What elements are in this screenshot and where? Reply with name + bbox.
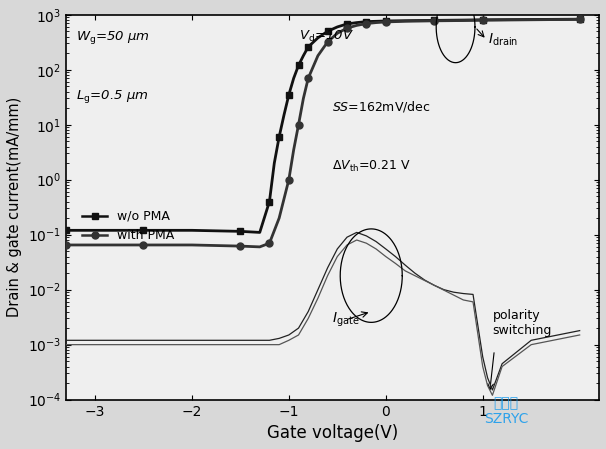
with PMA [266,241,273,246]
w/o PMA [315,35,322,40]
Line: w/o PMA: w/o PMA [62,16,583,236]
w/o PMA [92,228,99,233]
Line: with PMA: with PMA [62,16,583,251]
with PMA [382,19,390,25]
with PMA [62,242,70,248]
w/o PMA [479,17,487,22]
w/o PMA [300,53,307,58]
w/o PMA [295,63,302,68]
with PMA [276,216,283,221]
with PMA [324,39,331,44]
with PMA [285,177,293,182]
Text: $I_\mathrm{gate}$: $I_\mathrm{gate}$ [333,311,360,329]
with PMA [479,18,487,23]
w/o PMA [188,228,196,233]
w/o PMA [402,18,409,23]
Text: $W_\mathrm{g}$=50 μm: $W_\mathrm{g}$=50 μm [76,29,150,46]
with PMA [256,244,264,250]
with PMA [402,18,409,24]
w/o PMA [363,19,370,24]
w/o PMA [373,18,380,24]
with PMA [363,21,370,26]
Text: $\Delta V_\mathrm{th}$=0.21 V: $\Delta V_\mathrm{th}$=0.21 V [333,159,411,174]
with PMA [528,17,535,22]
w/o PMA [62,228,70,233]
with PMA [315,53,322,58]
with PMA [334,31,341,36]
with PMA [576,17,584,22]
w/o PMA [271,160,278,166]
Text: $SS$=162mV/dec: $SS$=162mV/dec [333,99,431,114]
Text: 日月辰
SZRYC: 日月辰 SZRYC [484,396,528,426]
Y-axis label: Drain & gate current(mA/mm): Drain & gate current(mA/mm) [7,97,22,317]
w/o PMA [281,112,288,118]
with PMA [290,147,298,153]
w/o PMA [290,75,298,81]
with PMA [140,242,147,248]
w/o PMA [576,17,584,22]
Text: $I_\mathrm{drain}$: $I_\mathrm{drain}$ [488,31,518,48]
w/o PMA [266,199,273,204]
w/o PMA [140,228,147,233]
w/o PMA [324,29,331,34]
Text: polarity
switching: polarity switching [493,309,552,337]
w/o PMA [237,229,244,234]
Text: $L_\mathrm{g}$=0.5 μm: $L_\mathrm{g}$=0.5 μm [76,88,148,105]
with PMA [300,96,307,101]
X-axis label: Gate voltage(V): Gate voltage(V) [267,424,398,442]
with PMA [305,75,312,81]
w/o PMA [285,92,293,97]
with PMA [460,18,467,23]
w/o PMA [460,18,467,23]
with PMA [353,23,361,28]
w/o PMA [353,20,361,25]
w/o PMA [256,230,264,235]
with PMA [431,18,438,23]
with PMA [237,243,244,249]
with PMA [188,242,196,248]
with PMA [92,242,99,248]
w/o PMA [276,134,283,140]
with PMA [373,20,380,25]
with PMA [344,26,351,31]
Text: $V_\mathrm{d}$=10V: $V_\mathrm{d}$=10V [299,29,354,44]
w/o PMA [382,18,390,24]
w/o PMA [431,18,438,23]
w/o PMA [344,21,351,26]
with PMA [295,122,302,128]
w/o PMA [305,44,312,49]
w/o PMA [334,24,341,30]
Legend: w/o PMA, with PMA: w/o PMA, with PMA [78,205,180,247]
w/o PMA [528,17,535,22]
